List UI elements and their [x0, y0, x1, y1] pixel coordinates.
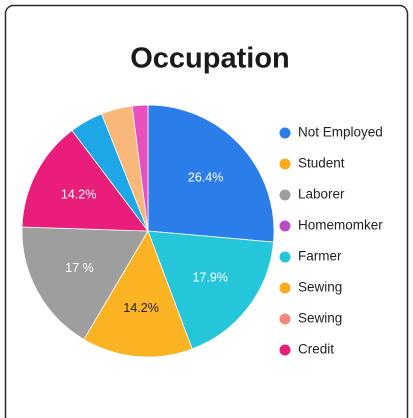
slice-label: 17 %: [65, 261, 94, 275]
slice-label: 26.4%: [188, 171, 223, 185]
legend: Not Employed Student Laborer Homemomker Farm…: [279, 125, 383, 357]
legend-swatch: [279, 282, 291, 294]
chart-title: Occupation: [130, 43, 290, 75]
pie-slice: [147, 104, 275, 243]
legend-label: Student: [298, 156, 345, 171]
legend-label: Not Employed: [298, 125, 383, 140]
legend-label: Homemomker: [298, 218, 383, 233]
legend-swatch: [279, 158, 291, 170]
slice-label: 17.9%: [192, 271, 227, 285]
pie-slice: [21, 226, 149, 341]
pie-slice: [131, 104, 149, 232]
legend-label: Credit: [298, 342, 334, 357]
pie-slice: [83, 230, 193, 358]
legend-swatch: [279, 220, 291, 232]
legend-label: Sewing: [298, 311, 342, 326]
pie: 26.4% 17.9% 14.2% 17 % 14.2%: [21, 104, 275, 358]
legend-label: Sewing: [298, 280, 342, 295]
legend-label: Farmer: [298, 249, 342, 264]
slice-label: 14.2%: [123, 301, 158, 315]
legend-swatch: [279, 344, 291, 356]
legend-label: Laborer: [298, 187, 345, 202]
legend-swatch: [279, 251, 291, 263]
slice-label: 14.2%: [61, 187, 96, 201]
legend-swatch: [279, 127, 291, 139]
legend-swatch: [279, 189, 291, 201]
pie-slice: [21, 129, 149, 232]
pie-slice: [147, 230, 274, 350]
legend-swatch: [279, 313, 291, 325]
